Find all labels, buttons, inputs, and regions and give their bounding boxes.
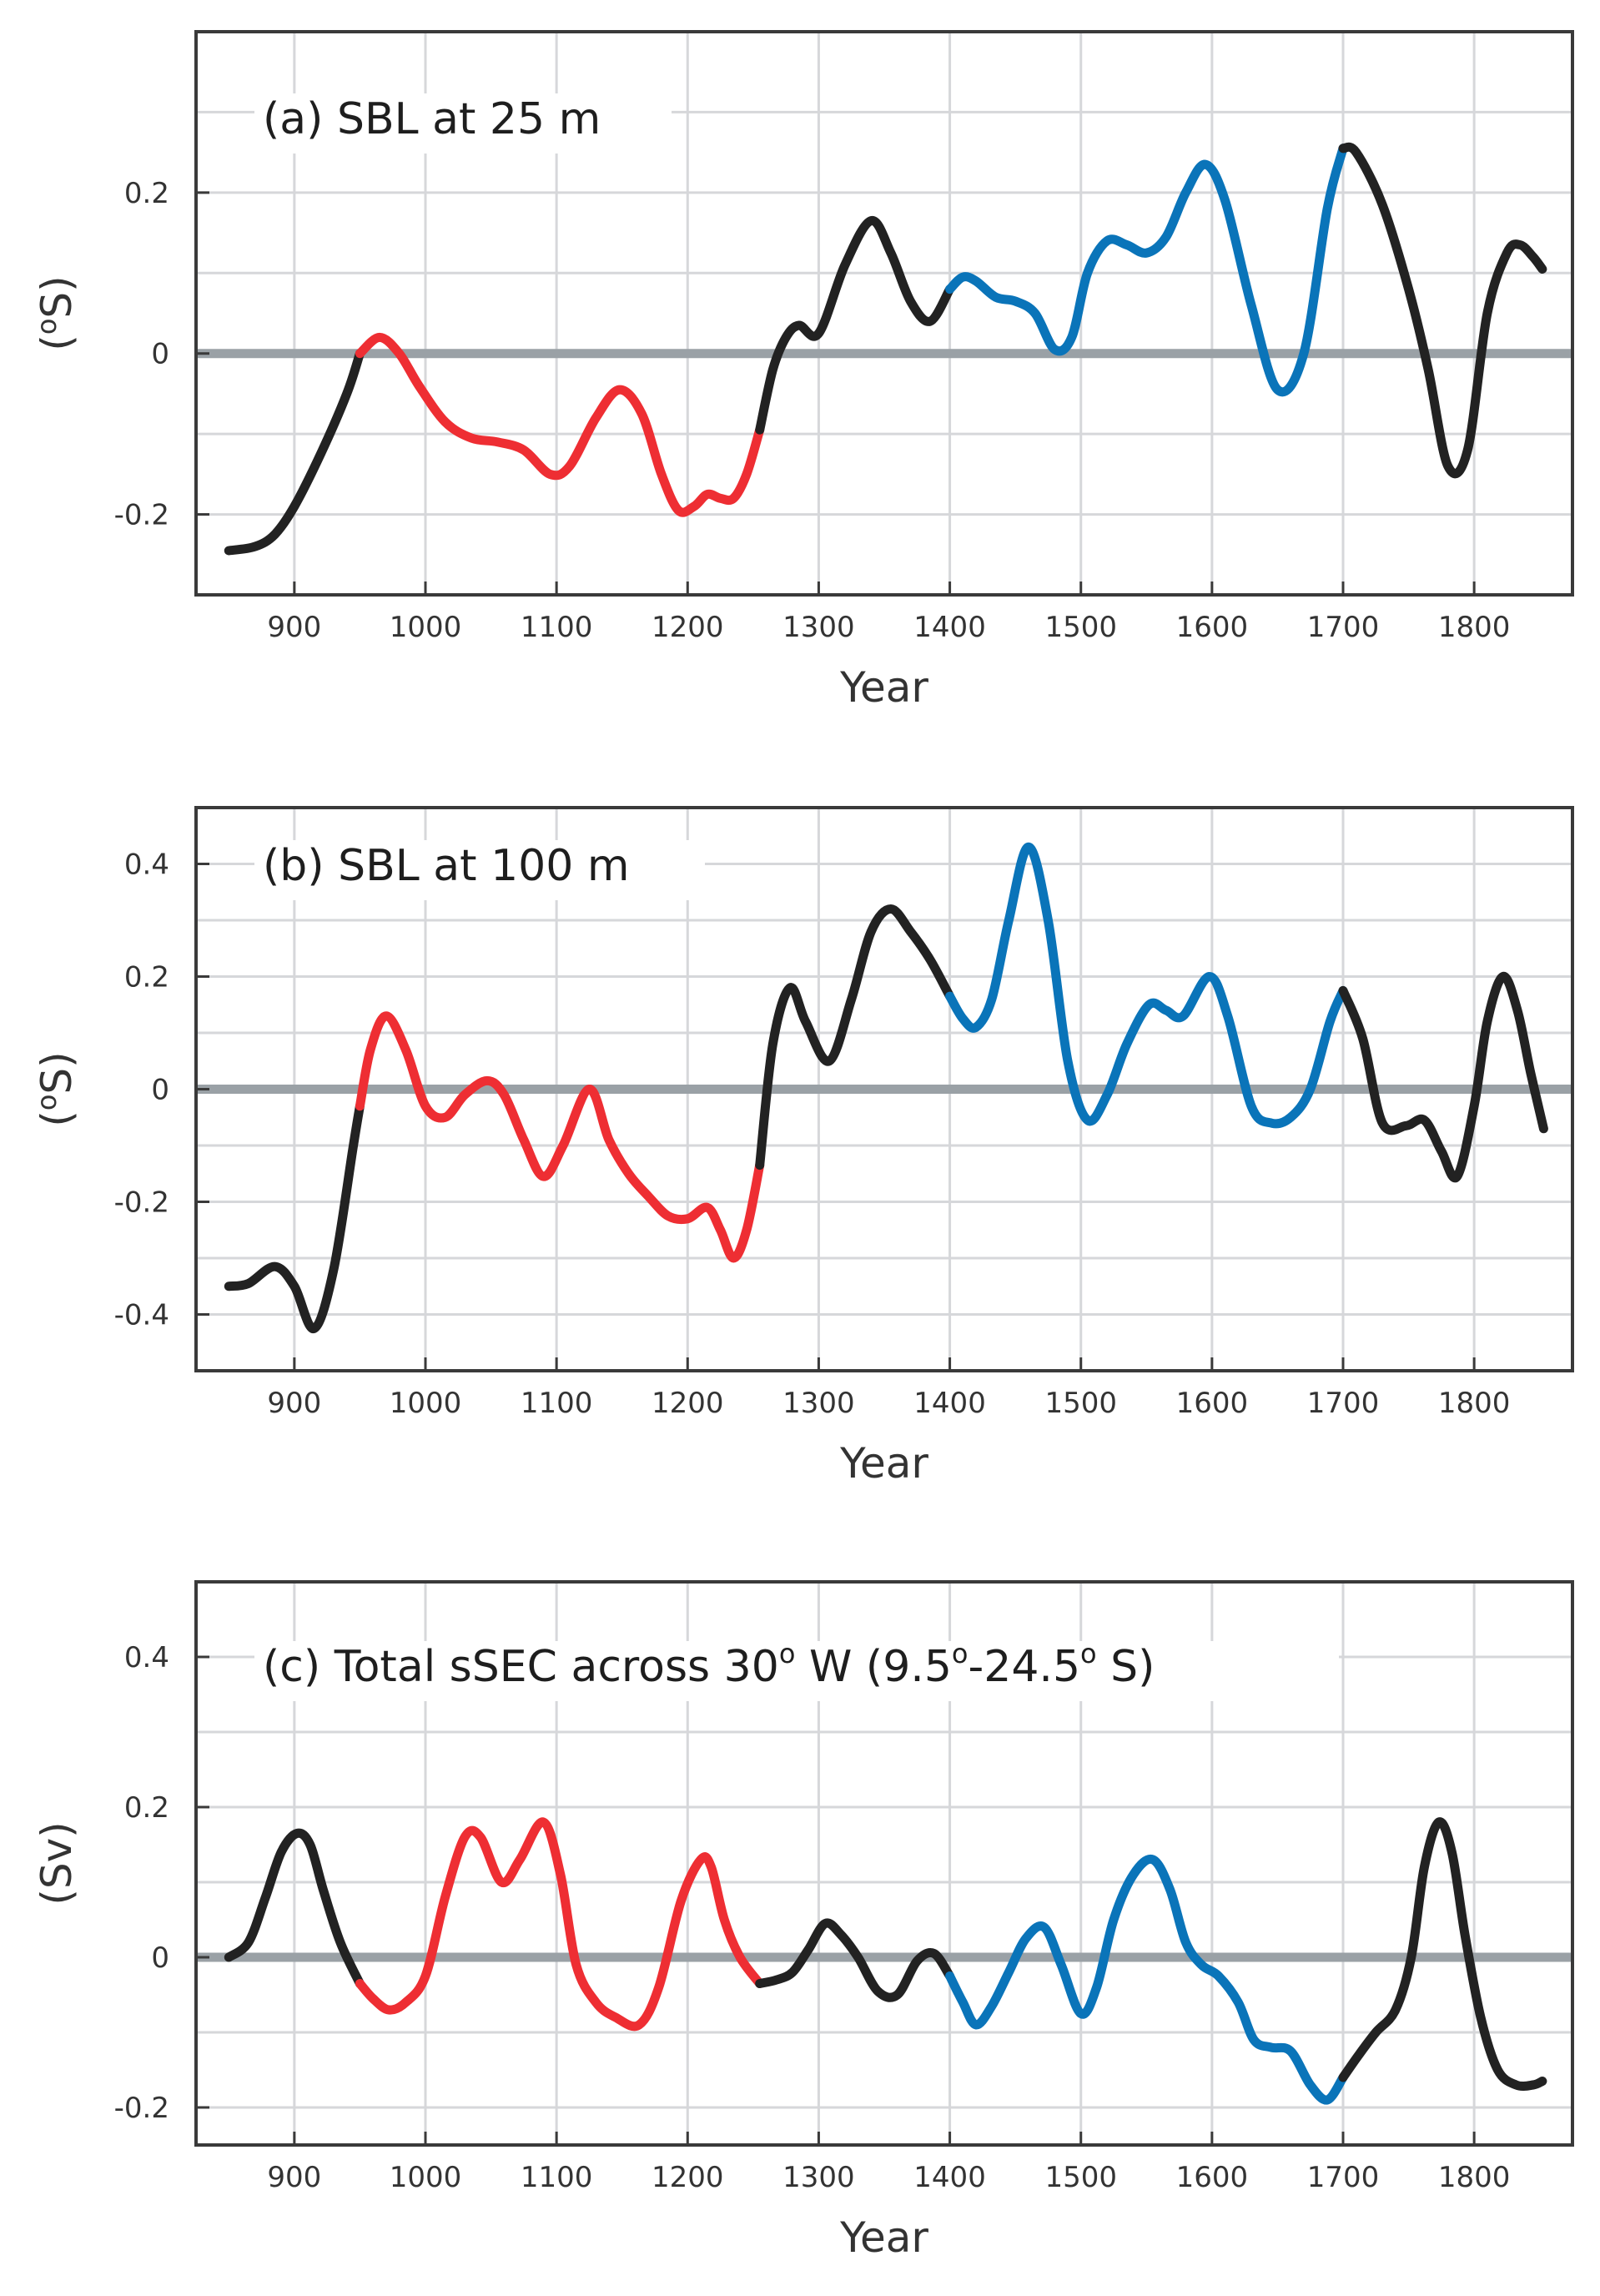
y-axis-label: (oS)	[31, 275, 81, 350]
series-line-neutral	[1338, 972, 1548, 1183]
panel-title: (a) SBL at 25 m	[263, 94, 601, 144]
x-tick-label: 1600	[1176, 611, 1249, 644]
y-tick-label: -0.4	[114, 1299, 169, 1332]
x-tick-label: 1600	[1176, 2161, 1249, 2194]
x-tick-label: 1800	[1438, 2161, 1511, 2194]
title-background	[254, 1641, 1339, 1701]
x-tick-label: 1100	[521, 611, 593, 644]
series-line-cold	[945, 842, 1348, 1129]
panel-title: (b) SBL at 100 m	[263, 841, 630, 891]
x-tick-label: 1000	[390, 2161, 462, 2194]
x-axis-label: Year	[839, 2213, 928, 2262]
x-tick-label: 1300	[782, 611, 855, 644]
x-tick-label: 1700	[1307, 2161, 1380, 2194]
x-axis-label: Year	[839, 1439, 928, 1488]
x-tick-label: 1000	[390, 1387, 462, 1420]
x-tick-label: 1700	[1307, 1387, 1380, 1420]
y-tick-label: 0.2	[124, 961, 169, 994]
x-tick-label: 1600	[1176, 1387, 1249, 1420]
y-axis-label: (oS)	[31, 1051, 81, 1126]
x-tick-label: 1800	[1438, 611, 1511, 644]
y-tick-label: -0.2	[114, 2092, 169, 2125]
x-tick-label: 1200	[652, 2161, 724, 2194]
y-tick-label: 0.4	[124, 848, 169, 882]
plot-frame	[194, 30, 1574, 597]
series-line-warm	[355, 1011, 765, 1263]
x-tick-label: 900	[267, 611, 321, 644]
x-tick-label: 1400	[913, 611, 986, 644]
x-tick-label: 900	[267, 1387, 321, 1420]
x-tick-label: 1500	[1044, 1387, 1117, 1420]
title-background	[254, 93, 672, 154]
x-tick-label: 900	[267, 2161, 321, 2194]
x-tick-label: 1500	[1044, 611, 1117, 644]
x-tick-label: 1300	[782, 1387, 855, 1420]
x-tick-label: 1200	[652, 1387, 724, 1420]
y-tick-label: 0	[151, 338, 169, 371]
series-line-neutral	[224, 1101, 365, 1333]
x-tick-label: 1400	[913, 1387, 986, 1420]
x-tick-label: 1400	[913, 2161, 986, 2194]
series-line-cold	[945, 144, 1348, 397]
x-tick-label: 1100	[521, 2161, 593, 2194]
x-axis-label: Year	[839, 663, 928, 712]
panel-title: (c) Total sSEC across 30o W (9.5o-24.5o …	[263, 1638, 1155, 1692]
y-tick-label: 0.4	[124, 1641, 169, 1674]
y-axis-label: (Sv)	[33, 1821, 81, 1905]
series-line-neutral	[1338, 142, 1547, 479]
panel-b: 900 1000 1100 1200 1300 1400 1500 1600 1700 1800 -…	[31, 806, 1574, 1488]
y-tick-label: -0.2	[114, 499, 169, 532]
series-line-cold	[945, 1854, 1348, 2105]
series-line-neutral	[1338, 1817, 1547, 2092]
x-tick-label: 1000	[390, 611, 462, 644]
y-tick-label: 0	[151, 1074, 169, 1107]
plot-frame	[194, 1580, 1574, 2147]
series-line-neutral	[755, 216, 955, 435]
y-tick-label: 0.2	[124, 177, 169, 210]
x-tick-label: 1300	[782, 2161, 855, 2194]
y-tick-label: 0.2	[124, 1791, 169, 1825]
series-line-neutral	[755, 904, 955, 1171]
y-tick-label: 0	[151, 1941, 169, 1975]
series-line-neutral	[224, 349, 365, 556]
x-tick-label: 1200	[652, 611, 724, 644]
panel-c: 900 1000 1100 1200 1300 1400 1500 1600 1700 1800 -…	[33, 1580, 1574, 2262]
series-line-neutral	[224, 1828, 365, 1988]
x-tick-label: 1800	[1438, 1387, 1511, 1420]
x-tick-label: 1500	[1044, 2161, 1117, 2194]
x-tick-label: 1100	[521, 1387, 593, 1420]
series-line-warm	[355, 332, 765, 517]
panel-a: 900 1000 1100 1200 1300 1400 1500 1600 1700 1800 -…	[31, 30, 1574, 712]
x-tick-label: 1700	[1307, 611, 1380, 644]
title-background	[254, 840, 705, 900]
series-line-neutral	[755, 1918, 955, 2002]
series-line-warm	[355, 1817, 765, 2032]
y-tick-label: -0.2	[114, 1186, 169, 1220]
